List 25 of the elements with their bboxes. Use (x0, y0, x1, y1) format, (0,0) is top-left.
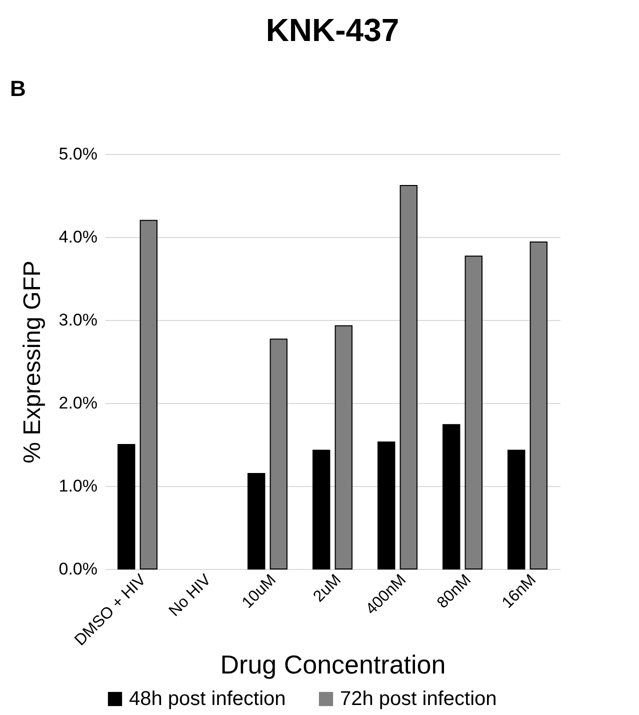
bar (508, 450, 526, 570)
x-axis-title: Drug Concentration (220, 650, 446, 680)
y-tick-label: 2.0% (58, 394, 98, 412)
bar (530, 241, 548, 570)
bar (378, 442, 396, 570)
bar (334, 325, 352, 570)
text: B (10, 76, 26, 101)
bar (140, 220, 158, 570)
chart-title: KNK-437 (266, 12, 400, 48)
y-tick-label: 5.0% (58, 144, 98, 164)
legend-label: 48h post infection (129, 688, 286, 710)
y-axis-title: % Expressing GFP (18, 260, 46, 464)
y-tick-label: 0.0% (58, 560, 98, 578)
bar (464, 256, 482, 570)
bar (118, 444, 136, 570)
y-tick-label: 1.0% (58, 476, 98, 496)
bar (312, 450, 330, 570)
bar (400, 185, 418, 570)
bar (442, 424, 460, 570)
x-tick-label: No HIV (166, 571, 215, 620)
bar (270, 338, 288, 570)
legend-label: 72h post infection (340, 688, 497, 710)
bar (248, 473, 266, 570)
y-tick-label: 3.0% (58, 310, 98, 330)
y-tick-label: 4.0% (58, 228, 98, 246)
